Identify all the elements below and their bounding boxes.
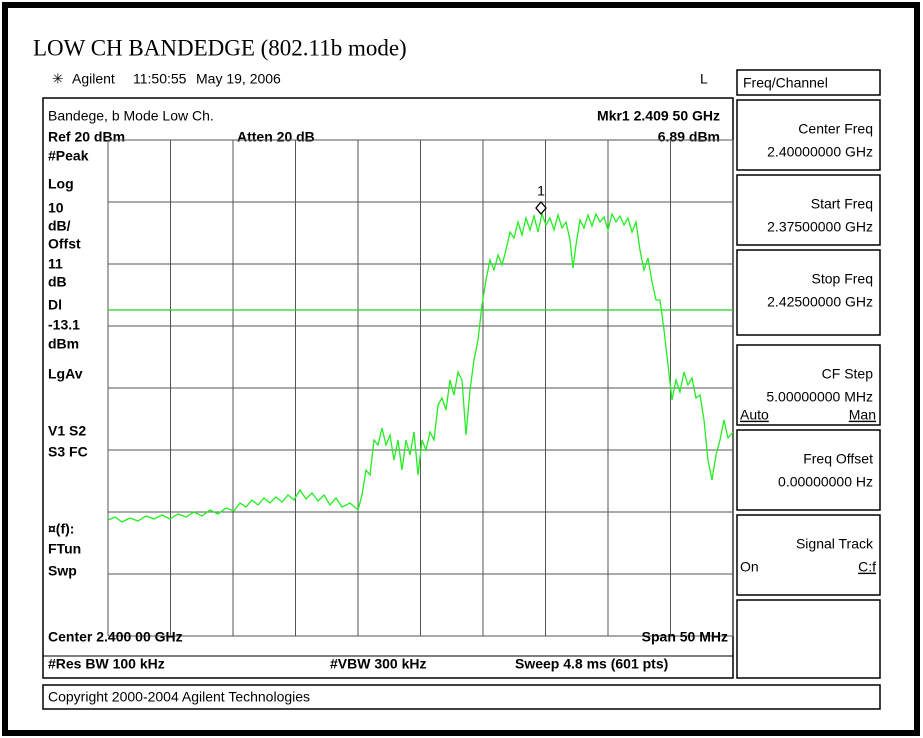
side-label: Offst bbox=[48, 236, 81, 252]
softkey-option: On bbox=[740, 559, 759, 575]
softkey[interactable] bbox=[736, 344, 881, 426]
side-label: Log bbox=[48, 176, 74, 192]
graticule bbox=[107, 139, 734, 637]
side-label: dB bbox=[48, 274, 67, 290]
side-label: V1 S2 bbox=[48, 423, 86, 439]
marker-level: 6.89 dBm bbox=[658, 129, 720, 145]
softkey-label: Center Freq bbox=[798, 121, 873, 137]
softkey-label: Stop Freq bbox=[812, 271, 873, 287]
side-label: LgAv bbox=[48, 366, 83, 382]
date: May 19, 2006 bbox=[196, 71, 281, 87]
softkey-label: Signal Track bbox=[796, 536, 874, 552]
softkey-value: 0.00000000 Hz bbox=[778, 474, 873, 490]
side-label: 10 bbox=[48, 200, 64, 216]
logo-icon: ✳ bbox=[52, 71, 64, 87]
softkey-option: Auto bbox=[740, 407, 769, 423]
softkey[interactable] bbox=[736, 599, 881, 679]
side-label: S3 FC bbox=[48, 444, 88, 460]
side-labels: #Peak Log 10 dB/Offst 11 dB Dl -13.1 dBm LgAv V1 S… bbox=[48, 148, 89, 579]
softkey[interactable] bbox=[736, 514, 881, 596]
vbw: #VBW 300 kHz bbox=[330, 656, 426, 672]
softkey-label: CF Step bbox=[822, 366, 874, 382]
side-label: #Peak bbox=[48, 148, 89, 164]
ref-level: Ref 20 dBm bbox=[48, 129, 125, 145]
softkey-value: 2.37500000 GHz bbox=[767, 219, 873, 235]
side-label: dB/ bbox=[48, 218, 71, 234]
center-freq: Center 2.400 00 GHz bbox=[48, 629, 183, 645]
softkey[interactable] bbox=[736, 99, 881, 171]
softkey[interactable] bbox=[736, 429, 881, 511]
softkey-value: 2.40000000 GHz bbox=[767, 144, 873, 160]
softkey-value: 2.42500000 GHz bbox=[767, 294, 873, 310]
indicator: L bbox=[700, 71, 708, 87]
sweep: Sweep 4.8 ms (601 pts) bbox=[515, 656, 668, 672]
marker-freq: Mkr1 2.409 50 GHz bbox=[597, 108, 720, 124]
side-label: Dl bbox=[48, 297, 62, 313]
softkey-value: 5.00000000 MHz bbox=[766, 389, 873, 405]
trace bbox=[107, 211, 734, 523]
res-bw: #Res BW 100 kHz bbox=[48, 656, 165, 672]
copyright: Copyright 2000-2004 Agilent Technologies bbox=[48, 689, 310, 705]
side-label: 11 bbox=[48, 256, 63, 272]
side-label: FTun bbox=[48, 541, 81, 557]
atten: Atten 20 dB bbox=[237, 129, 315, 145]
side-label: Swp bbox=[48, 563, 77, 579]
span: Span 50 MHz bbox=[642, 629, 728, 645]
menu-title: Freq/Channel bbox=[743, 75, 828, 91]
softkey-label: Start Freq bbox=[811, 196, 873, 212]
softkey-option: Man bbox=[849, 407, 876, 423]
softkey-label: Freq Offset bbox=[803, 451, 873, 467]
softkey-option: C:f bbox=[858, 559, 876, 575]
side-label: -13.1 bbox=[48, 317, 80, 333]
time: 11:50:55 bbox=[133, 71, 187, 87]
marker-id: 1 bbox=[537, 183, 545, 199]
softkeys: Center Freq 2.40000000 GHz Start Freq 2.375… bbox=[736, 99, 881, 679]
page-title: LOW CH BANDEDGE (802.11b mode) bbox=[33, 35, 407, 60]
softkey[interactable] bbox=[736, 249, 881, 336]
marker bbox=[535, 200, 547, 216]
copyright-box bbox=[42, 684, 881, 710]
menu-title-box bbox=[736, 69, 881, 96]
screen-title: Bandege, b Mode Low Ch. bbox=[48, 108, 214, 124]
softkey[interactable] bbox=[736, 174, 881, 246]
side-label: dBm bbox=[48, 336, 79, 352]
side-label: ¤(f): bbox=[48, 521, 74, 537]
brand: Agilent bbox=[72, 71, 115, 87]
